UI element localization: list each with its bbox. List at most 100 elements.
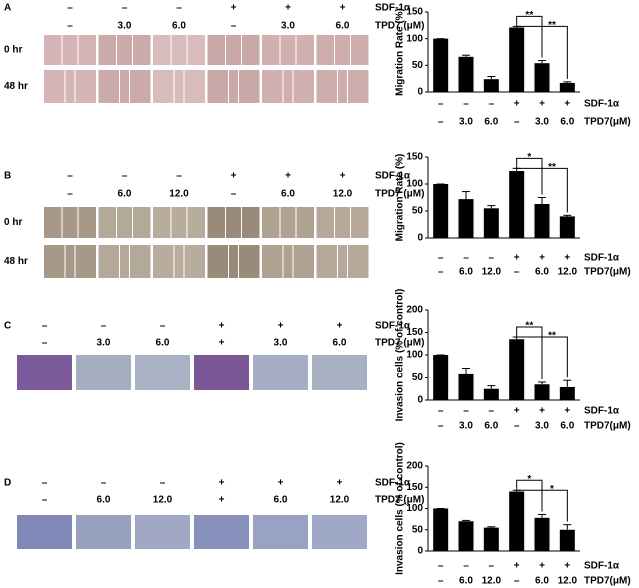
y-tick-label: 150	[406, 152, 423, 163]
x-tick-label: +	[514, 99, 520, 110]
header-label: –	[122, 3, 128, 14]
bar	[559, 529, 575, 551]
y-tick-label: 50	[412, 206, 424, 217]
header-label: –	[231, 21, 237, 32]
y-tick-label: 100	[406, 350, 423, 361]
x-tick-label: 6.0	[484, 421, 498, 432]
x-tick-label: +	[514, 406, 520, 417]
x-tick-label: +	[564, 253, 570, 264]
x-tick-label: 6.0	[560, 421, 574, 432]
y-tick-label: 150	[406, 7, 423, 18]
header-row-name: SDF-1α	[375, 321, 411, 332]
x-tick-label: –	[489, 406, 495, 417]
y-axis-label: Invasion cells (% of control)	[395, 442, 406, 575]
significance-bracket	[516, 335, 568, 378]
header-row-name: SDF-1α	[375, 3, 411, 14]
y-tick-label: 50	[412, 372, 424, 383]
x-tick-label: 12.0	[558, 267, 578, 278]
x-tick-label: –	[438, 117, 444, 128]
x-row-name: SDF-1α	[584, 99, 620, 110]
micrograph	[316, 245, 369, 278]
row-label: 48 hr	[4, 81, 28, 92]
bar	[534, 63, 550, 92]
x-tick-label: +	[514, 253, 520, 264]
header-label: 6.0	[156, 338, 170, 349]
x-tick-label: +	[539, 406, 545, 417]
micrograph	[207, 245, 260, 278]
x-tick-label: –	[514, 267, 520, 278]
header-label: 3.0	[97, 338, 111, 349]
header-label: +	[231, 171, 237, 182]
significance-bracket	[516, 326, 543, 379]
y-tick-label: 50	[412, 60, 424, 71]
header-label: +	[219, 338, 225, 349]
header-label: –	[122, 171, 128, 182]
x-tick-label: 6.0	[459, 576, 473, 587]
x-tick-label: –	[438, 406, 444, 417]
y-axis-label: Invasion cells (% of control)	[395, 289, 406, 422]
micrograph	[135, 355, 190, 390]
header-label: –	[42, 495, 48, 506]
x-row-name: SDF-1α	[584, 561, 620, 572]
significance-label: *	[550, 484, 554, 495]
bar	[433, 184, 449, 238]
bar	[534, 203, 550, 238]
micrograph	[207, 207, 260, 238]
panel-letter: B	[4, 171, 11, 182]
significance-label: **	[548, 20, 556, 31]
y-tick-label: 150	[406, 482, 423, 493]
panel-letter: C	[4, 321, 11, 332]
y-tick-label: 100	[406, 179, 423, 190]
bar	[483, 208, 499, 238]
x-tick-label: –	[438, 576, 444, 587]
bar	[534, 517, 550, 551]
significance-bracket	[516, 15, 543, 58]
x-row-name: SDF-1α	[584, 253, 620, 264]
bar	[458, 373, 474, 400]
y-tick-label: 0	[417, 87, 423, 98]
x-row-name: TPD7(μM)	[584, 421, 631, 432]
x-tick-label: 6.0	[484, 117, 498, 128]
header-row-name: TPD7 (μM)	[375, 189, 424, 200]
header-row-name: TPD7 (μM)	[375, 495, 424, 506]
header-label: +	[219, 321, 225, 332]
micrograph	[262, 207, 314, 238]
significance-label: **	[525, 10, 533, 21]
bar	[509, 171, 525, 238]
header-label: 12.0	[333, 189, 353, 200]
micrograph	[76, 355, 131, 390]
header-label: –	[42, 321, 48, 332]
micrograph	[253, 515, 308, 549]
y-tick-label: 200	[406, 305, 423, 316]
bar	[509, 491, 525, 551]
bar	[458, 521, 474, 551]
header-label: +	[337, 478, 343, 489]
x-tick-label: –	[438, 253, 444, 264]
header-label: 6.0	[274, 495, 288, 506]
header-label: –	[67, 189, 73, 200]
header-label: –	[176, 3, 182, 14]
x-tick-label: 6.0	[560, 117, 574, 128]
header-label: –	[231, 189, 237, 200]
micrograph	[153, 207, 205, 238]
header-row-name: SDF-1α	[375, 478, 411, 489]
significance-bracket	[516, 166, 568, 213]
x-row-name: TPD7(μM)	[584, 117, 631, 128]
y-tick-label: 0	[417, 233, 423, 244]
micrograph	[253, 355, 308, 390]
header-label: –	[101, 321, 107, 332]
micrograph	[98, 207, 151, 238]
header-label: –	[101, 478, 107, 489]
header-label: +	[219, 495, 225, 506]
x-tick-label: –	[489, 561, 495, 572]
x-tick-label: –	[438, 267, 444, 278]
x-tick-label: –	[514, 421, 520, 432]
panel-letter: D	[4, 478, 11, 489]
micrograph	[262, 70, 314, 103]
header-label: +	[278, 478, 284, 489]
micrograph	[76, 515, 131, 549]
micrograph	[17, 355, 72, 390]
micrograph	[44, 245, 96, 278]
micrograph	[17, 515, 72, 549]
